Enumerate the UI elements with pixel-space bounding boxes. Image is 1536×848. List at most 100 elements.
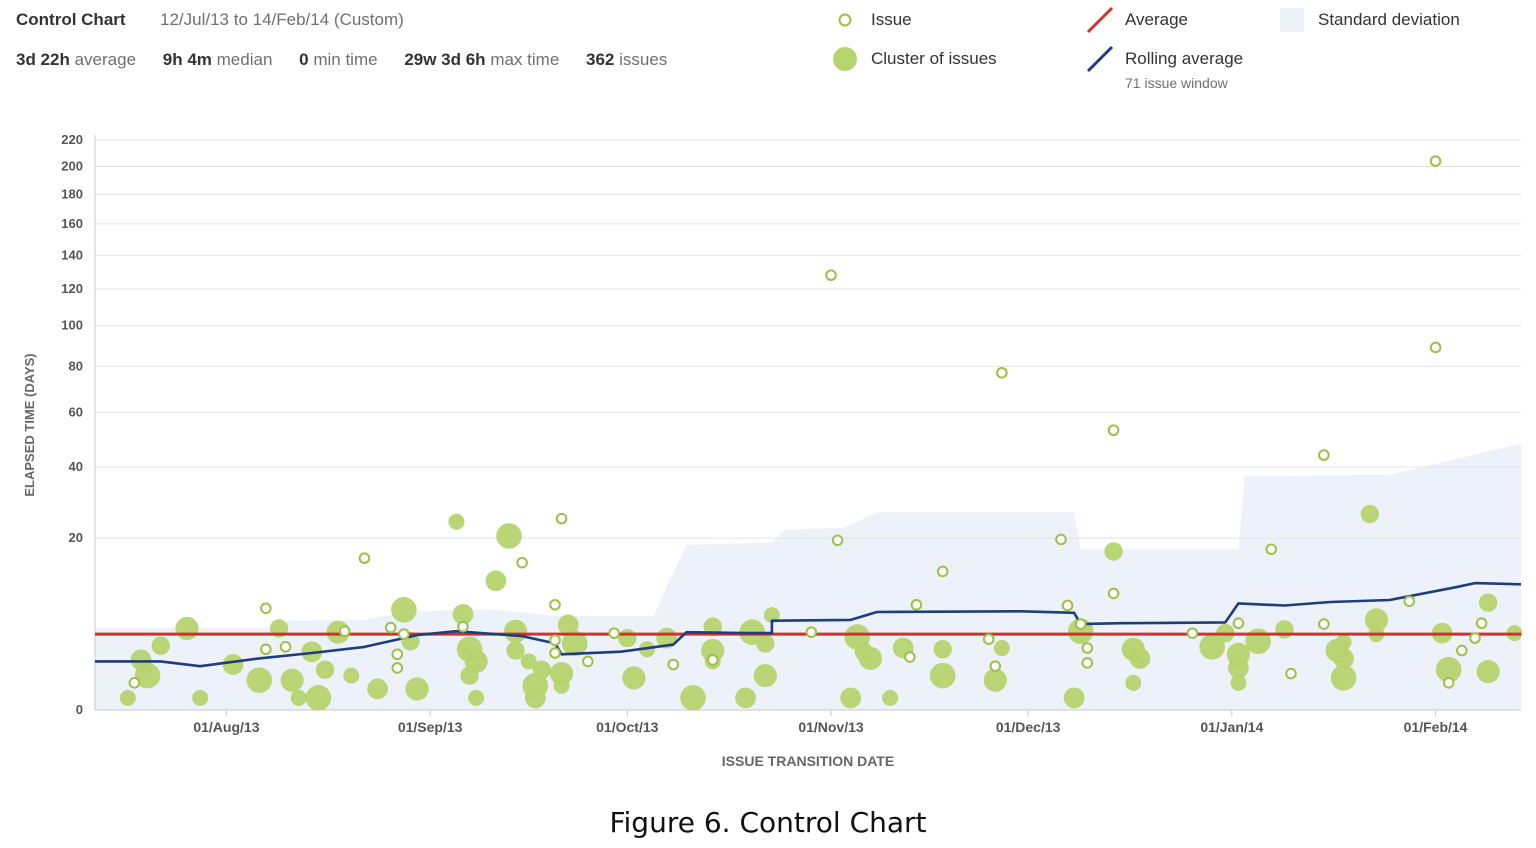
issue-point xyxy=(1429,341,1442,354)
cluster-point xyxy=(561,630,588,657)
cluster-point xyxy=(882,689,899,706)
chart-title: Control Chart xyxy=(16,10,126,29)
cluster-point xyxy=(1125,674,1142,691)
stat-max-time: 29w 3d 6h max time xyxy=(404,50,559,69)
issue-point xyxy=(398,628,410,640)
issue-point xyxy=(1285,667,1297,680)
legend-average-icon xyxy=(1086,6,1114,34)
legend-issue-icon xyxy=(838,13,852,27)
y-tick-label: 40 xyxy=(69,459,83,474)
issue-point xyxy=(989,660,1002,672)
issue-point xyxy=(1186,627,1199,639)
cluster-point xyxy=(680,685,706,711)
issue-point xyxy=(1403,595,1416,608)
issue-point xyxy=(1107,424,1120,437)
cluster-point xyxy=(933,640,952,659)
figure-caption: Figure 6. Control Chart xyxy=(609,806,927,839)
cluster-point xyxy=(622,666,646,690)
cluster-point xyxy=(858,646,883,671)
rolling-average-line xyxy=(95,581,1522,668)
issue-point xyxy=(608,627,620,639)
cluster-point xyxy=(464,649,488,673)
cluster-point xyxy=(1360,504,1380,524)
cluster-point xyxy=(405,677,429,701)
x-tick-label: 01/Feb/14 xyxy=(1404,719,1468,735)
issue-point xyxy=(1055,533,1067,546)
issue-point xyxy=(936,565,949,578)
cluster-point xyxy=(503,619,528,643)
cluster-point xyxy=(448,513,465,530)
std-deviation-band xyxy=(95,443,1521,710)
cluster-point xyxy=(1476,659,1500,684)
issue-point xyxy=(1469,632,1481,644)
stat-value: 0 xyxy=(299,50,309,69)
issue-point xyxy=(1318,618,1330,630)
cluster-point xyxy=(119,689,136,706)
issue-point xyxy=(825,269,837,282)
cluster-point xyxy=(391,596,417,623)
plot-area: 0 20 40 60 80 100 120 140 160 180 200 220 01/Aug/13 0… xyxy=(22,132,1523,769)
cluster-point xyxy=(1364,608,1389,632)
legend-rolling-window: 71 issue window xyxy=(1125,75,1228,91)
cluster-point xyxy=(1435,656,1462,683)
cluster-point xyxy=(246,667,273,694)
cluster-point xyxy=(753,664,777,688)
cluster-point xyxy=(929,662,956,689)
x-tick-label: 01/Jan/14 xyxy=(1200,719,1263,735)
cluster-point xyxy=(134,662,161,689)
issue-point xyxy=(1318,449,1330,461)
cluster-point xyxy=(175,616,199,641)
cluster-point xyxy=(496,523,522,549)
issue-point xyxy=(582,655,594,668)
y-tick-label: 100 xyxy=(61,318,83,333)
issue-point xyxy=(667,658,680,671)
cluster-point xyxy=(290,689,307,706)
stat-average: 3d 22h average xyxy=(16,50,136,69)
issue-point xyxy=(1442,677,1455,689)
legend-rolling-icon xyxy=(1086,45,1114,73)
issue-point xyxy=(384,621,397,634)
issue-point xyxy=(982,633,995,645)
cluster-point xyxy=(506,641,525,660)
date-range[interactable]: 12/Jul/13 to 14/Feb/14 (Custom) xyxy=(160,10,404,29)
issue-point xyxy=(260,643,272,656)
issue-point xyxy=(1074,618,1087,630)
stat-label: median xyxy=(216,50,273,69)
x-tick-label: 01/Aug/13 xyxy=(193,719,259,735)
issue-point xyxy=(549,647,561,659)
y-tick-label: 80 xyxy=(69,358,83,373)
issue-point xyxy=(358,552,371,565)
cluster-point xyxy=(1333,648,1354,669)
x-tick-label: 01/Dec/13 xyxy=(996,719,1061,735)
x-tick-label: 01/Oct/13 xyxy=(596,719,658,735)
legend-stddev-label: Standard deviation xyxy=(1318,10,1460,29)
cluster-point xyxy=(532,660,552,679)
cluster-point xyxy=(315,660,335,679)
issue-point xyxy=(1107,587,1120,600)
legend-cluster-icon xyxy=(833,47,857,71)
issue-point xyxy=(1265,543,1278,556)
issue-point xyxy=(391,648,404,661)
y-tick-label: 20 xyxy=(69,530,83,545)
issue-point xyxy=(706,654,719,666)
cluster-point xyxy=(1275,620,1294,639)
cluster-point xyxy=(1335,634,1352,651)
y-tick-label: 220 xyxy=(61,132,83,147)
legend-rolling-label: Rolling average xyxy=(1125,49,1244,68)
stat-label: max time xyxy=(490,50,560,69)
cluster-point xyxy=(763,607,780,624)
y-tick-label: 200 xyxy=(61,159,83,174)
cluster-point xyxy=(280,668,304,692)
stat-value: 362 xyxy=(586,50,615,69)
issue-point xyxy=(128,677,141,689)
issue-point xyxy=(555,512,568,525)
issue-point xyxy=(338,625,351,638)
y-tick-label: 0 xyxy=(76,702,83,717)
y-axis-title: ELAPSED TIME (DAYS) xyxy=(22,353,37,496)
issue-point xyxy=(516,556,528,569)
y-tick-label: 60 xyxy=(69,404,83,419)
cluster-point xyxy=(1230,674,1247,691)
stat-value: 9h 4m xyxy=(162,50,212,69)
legend-stddev-icon xyxy=(1280,8,1304,32)
issue-point xyxy=(279,641,292,653)
